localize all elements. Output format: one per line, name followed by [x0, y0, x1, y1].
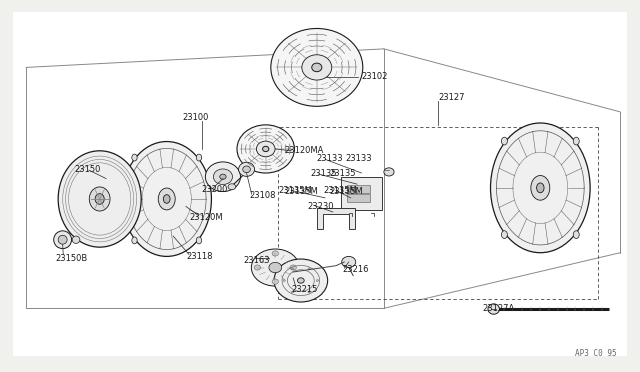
Text: 23135: 23135 — [330, 169, 356, 177]
Text: 23135: 23135 — [310, 169, 337, 177]
Ellipse shape — [243, 166, 250, 173]
Ellipse shape — [72, 236, 80, 243]
Text: 23102: 23102 — [362, 72, 388, 81]
Ellipse shape — [205, 162, 241, 192]
Text: 23150: 23150 — [74, 165, 100, 174]
Text: 23108: 23108 — [250, 191, 276, 200]
Ellipse shape — [291, 291, 294, 293]
Bar — [348, 194, 370, 202]
Text: 23133: 23133 — [346, 154, 372, 163]
Text: 23120M: 23120M — [189, 213, 223, 222]
Text: 23215: 23215 — [291, 285, 317, 294]
Ellipse shape — [501, 231, 508, 238]
Polygon shape — [317, 208, 355, 229]
Ellipse shape — [573, 231, 579, 238]
Ellipse shape — [196, 237, 202, 244]
Ellipse shape — [254, 265, 260, 270]
Ellipse shape — [291, 268, 294, 270]
FancyBboxPatch shape — [341, 177, 382, 210]
Ellipse shape — [342, 256, 356, 267]
Text: 23100: 23100 — [182, 113, 209, 122]
Ellipse shape — [308, 268, 310, 270]
Text: 23230: 23230 — [307, 202, 333, 211]
Ellipse shape — [308, 291, 310, 293]
Ellipse shape — [220, 174, 226, 179]
Text: 23200: 23200 — [202, 185, 228, 194]
Text: 23135M: 23135M — [285, 187, 319, 196]
Ellipse shape — [239, 162, 255, 176]
Text: 23135M: 23135M — [330, 187, 364, 196]
Ellipse shape — [237, 125, 294, 173]
Ellipse shape — [531, 176, 550, 200]
Ellipse shape — [290, 265, 296, 270]
Ellipse shape — [316, 280, 319, 281]
Ellipse shape — [283, 280, 285, 281]
Ellipse shape — [262, 146, 269, 151]
Ellipse shape — [312, 63, 322, 72]
Ellipse shape — [196, 154, 202, 161]
Ellipse shape — [58, 151, 141, 247]
Ellipse shape — [252, 249, 300, 286]
Ellipse shape — [274, 259, 328, 302]
Text: 23216: 23216 — [342, 265, 369, 274]
Ellipse shape — [158, 188, 175, 210]
Ellipse shape — [132, 237, 137, 244]
Text: 23133: 23133 — [317, 154, 344, 163]
Text: 23163: 23163 — [243, 256, 270, 264]
Ellipse shape — [257, 141, 275, 157]
Ellipse shape — [271, 29, 363, 106]
Ellipse shape — [213, 169, 232, 185]
Ellipse shape — [269, 262, 282, 273]
Ellipse shape — [90, 187, 110, 211]
Text: 23127: 23127 — [438, 93, 465, 102]
Ellipse shape — [54, 231, 72, 248]
Text: 23135M: 23135M — [278, 186, 312, 195]
Ellipse shape — [384, 168, 394, 176]
Ellipse shape — [132, 154, 137, 161]
Ellipse shape — [272, 279, 278, 284]
Ellipse shape — [272, 251, 278, 256]
Ellipse shape — [228, 184, 236, 190]
Text: 23120MA: 23120MA — [285, 146, 324, 155]
Bar — [348, 185, 370, 193]
Ellipse shape — [536, 183, 544, 193]
Ellipse shape — [298, 278, 304, 283]
Ellipse shape — [488, 304, 499, 314]
Ellipse shape — [58, 235, 67, 244]
Text: 23135M: 23135M — [323, 186, 357, 195]
Text: 23150B: 23150B — [55, 254, 87, 263]
Ellipse shape — [163, 195, 170, 203]
Ellipse shape — [95, 194, 104, 204]
Ellipse shape — [122, 141, 211, 256]
Text: AP3 C0 95: AP3 C0 95 — [575, 349, 617, 358]
Ellipse shape — [501, 137, 508, 145]
Ellipse shape — [573, 137, 579, 145]
Ellipse shape — [302, 55, 332, 80]
Ellipse shape — [490, 123, 590, 253]
Text: 23127A: 23127A — [483, 304, 515, 313]
Text: 23118: 23118 — [186, 252, 212, 261]
